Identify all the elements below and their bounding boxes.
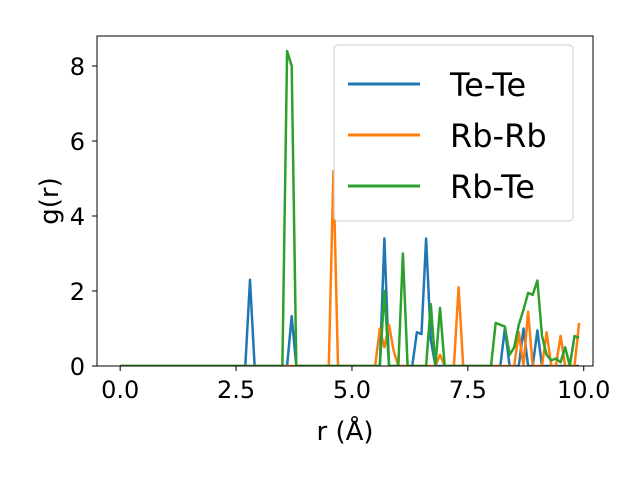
legend-box bbox=[333, 44, 574, 222]
legend-label-rb-rb: Rb-Rb bbox=[450, 117, 547, 155]
x-axis: 0.0 2.5 5.0 7.5 10.0 bbox=[101, 366, 610, 404]
y-tick-label: 2 bbox=[70, 278, 85, 306]
y-axis: 0 2 4 6 8 bbox=[70, 53, 97, 381]
x-tick-label: 7.5 bbox=[449, 376, 487, 404]
x-tick-label: 5.0 bbox=[333, 376, 371, 404]
legend-label-rb-te: Rb-Te bbox=[450, 168, 535, 206]
y-axis-label: g(r) bbox=[35, 177, 65, 224]
series-layer bbox=[120, 49, 581, 366]
y-tick-label: 8 bbox=[70, 53, 85, 81]
plot-frame bbox=[96, 35, 594, 367]
y-tick-label: 0 bbox=[70, 353, 85, 381]
legend-label-te-te: Te-Te bbox=[449, 66, 526, 104]
series-line-rb-te bbox=[120, 49, 580, 366]
series-line-te-te bbox=[120, 237, 580, 366]
x-axis-label: r (Å) bbox=[316, 415, 373, 447]
legend: Te-Te Rb-Rb Rb-Te bbox=[333, 44, 574, 222]
y-tick-label: 4 bbox=[70, 203, 85, 231]
y-tick-label: 6 bbox=[70, 128, 85, 156]
x-tick-label: 2.5 bbox=[217, 376, 255, 404]
x-tick-label: 10.0 bbox=[557, 376, 610, 404]
series-line-rb-rb bbox=[120, 169, 581, 366]
plot-area bbox=[96, 35, 594, 367]
x-tick-label: 0.0 bbox=[101, 376, 139, 404]
